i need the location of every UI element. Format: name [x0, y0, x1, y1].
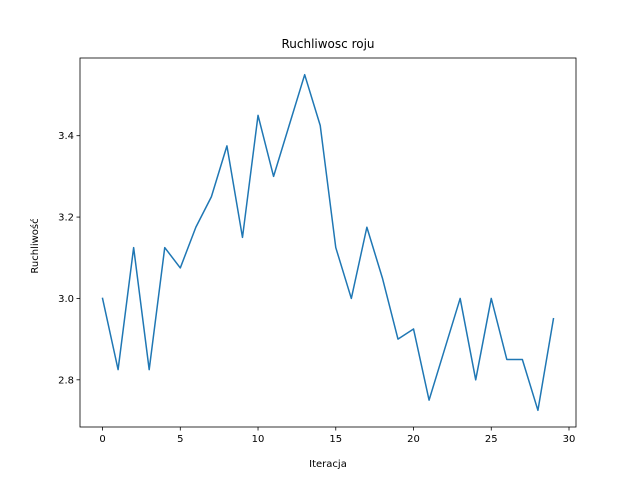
x-tick-label: 10 [252, 434, 265, 445]
y-tick-label: 3.0 [58, 294, 74, 305]
x-tick-label: 0 [99, 434, 105, 445]
plot-frame [79, 57, 577, 428]
y-axis: 2.8 3.0 3.2 3.4 [58, 131, 80, 386]
y-tick-label: 3.2 [58, 213, 74, 224]
x-tick-label: 5 [177, 434, 183, 445]
x-tick-label: 30 [563, 434, 576, 445]
series-line-0 [101, 73, 555, 412]
x-axis-label: Iteracja [309, 459, 347, 470]
x-axis: 0 5 10 15 20 25 30 [99, 427, 575, 445]
y-tick-label: 3.4 [58, 131, 74, 142]
x-tick-label: 15 [329, 434, 342, 445]
plot-area [79, 57, 577, 428]
y-tick-label: 2.8 [58, 375, 74, 386]
y-axis-label: Ruchliwość [29, 218, 41, 273]
x-tick-label: 20 [407, 434, 420, 445]
x-tick-label: 25 [485, 434, 498, 445]
chart-title: Ruchliwosc roju [281, 37, 374, 51]
